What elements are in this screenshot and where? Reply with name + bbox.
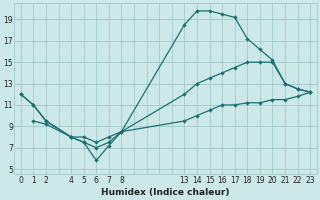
X-axis label: Humidex (Indice chaleur): Humidex (Indice chaleur) <box>101 188 230 197</box>
